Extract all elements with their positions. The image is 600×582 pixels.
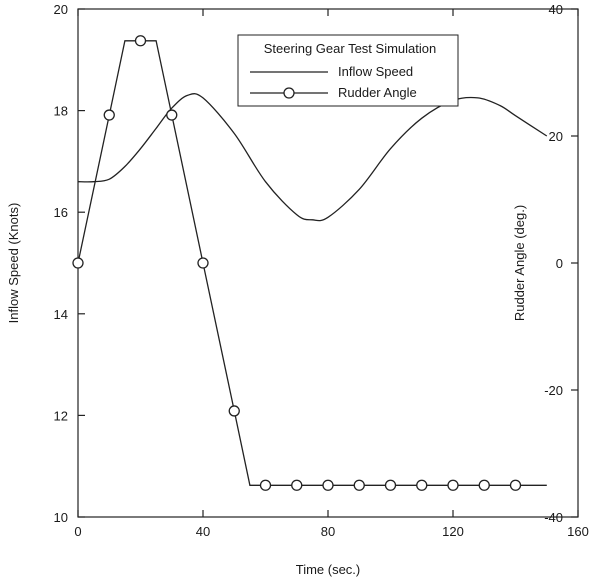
y-left-tick-label: 12 [54, 408, 68, 423]
legend-inflow-label: Inflow Speed [338, 64, 413, 79]
legend: Steering Gear Test Simulation Inflow Spe… [237, 34, 459, 107]
y-left-tick-label: 14 [54, 307, 68, 322]
y-left-tick-label: 18 [54, 104, 68, 119]
rudder-angle-point [353, 479, 365, 491]
rudder-angle-point [103, 109, 115, 121]
y-right-tick-label: -20 [544, 383, 563, 398]
y-left-tick-label: 20 [54, 2, 68, 17]
y-right-tick-label: -40 [544, 510, 563, 525]
x-tick-label: 120 [442, 524, 464, 539]
series-layer [72, 35, 548, 491]
series-line-inflow-speed [77, 93, 548, 222]
rudder-angle-point [197, 257, 209, 269]
x-tick-label: 160 [567, 524, 589, 539]
rudder-angle-point [478, 479, 490, 491]
legend-rudder-label: Rudder Angle [338, 85, 417, 100]
x-tick-label: 80 [321, 524, 335, 539]
y-right-tick-label: 0 [556, 256, 563, 271]
legend-rudder-marker [283, 87, 295, 99]
rudder-angle-point [228, 405, 240, 417]
legend-box [237, 34, 459, 107]
rudder-angle-point [416, 479, 428, 491]
rudder-angle-point [166, 109, 178, 121]
y-right-tick-label: 20 [549, 129, 563, 144]
rudder-angle-point [509, 479, 522, 491]
rudder-angle-point [447, 479, 459, 491]
rudder-angle-point [259, 479, 272, 491]
rudder-angle-point [291, 479, 303, 491]
legend-title: Steering Gear Test Simulation [264, 41, 436, 56]
rudder-angle-point [384, 479, 397, 491]
y-left-tick-label: 16 [54, 205, 68, 220]
axis-ticks: 0 40 80 120 160 10 12 14 16 18 20 -40 -20 0 20 40 [54, 2, 589, 539]
rudder-angle-point [72, 257, 84, 269]
y-axis-right-title: Rudder Angle (deg.) [512, 205, 527, 321]
y-right-tick-label: 40 [549, 2, 563, 17]
y-left-tick-label: 10 [54, 510, 68, 525]
x-tick-label: 0 [74, 524, 81, 539]
rudder-angle-point [134, 35, 147, 47]
y-axis-left-title: Inflow Speed (Knots) [6, 203, 21, 324]
rudder-angle-point [322, 479, 334, 491]
x-tick-label: 40 [196, 524, 210, 539]
x-axis-title: Time (sec.) [296, 562, 361, 577]
